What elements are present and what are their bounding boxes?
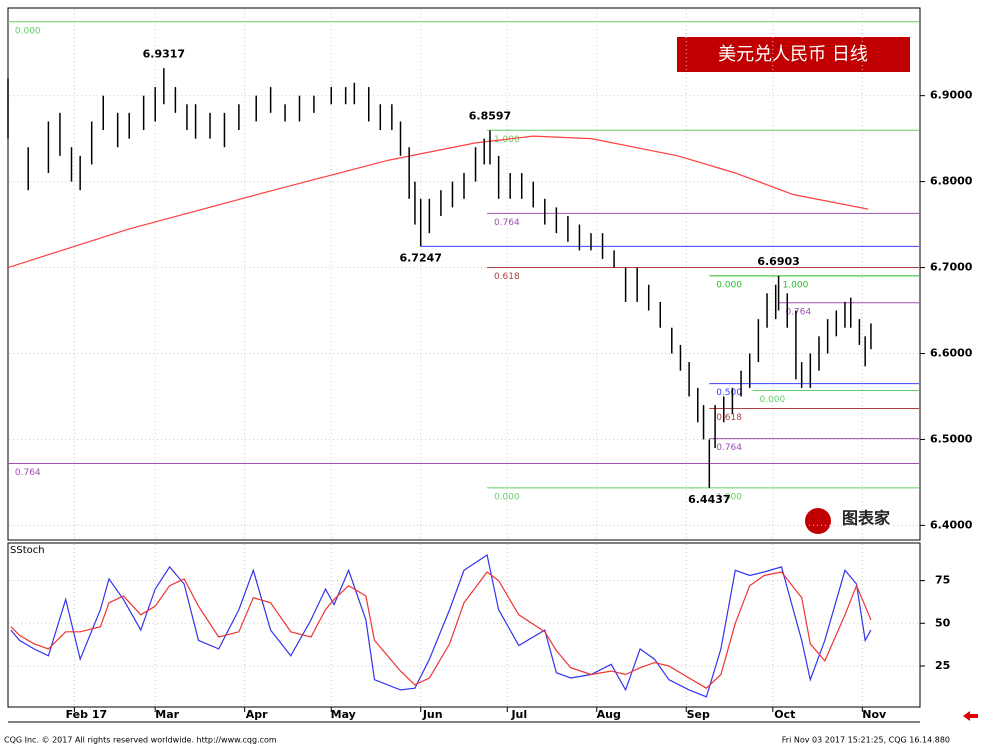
footer-left: CQG Inc. © 2017 All rights reserved worl… <box>4 736 277 745</box>
moving-average <box>7 135 869 269</box>
x-tick-label: Apr <box>246 708 268 721</box>
title-box <box>677 37 910 72</box>
level-label: 0.618 <box>494 272 520 282</box>
x-tick-label: Nov <box>862 708 887 721</box>
level-label: 0.764 <box>494 218 520 228</box>
stoch-line <box>10 571 872 689</box>
level-label: 1.000 <box>494 135 520 145</box>
logo-icon <box>805 508 831 534</box>
price-annotation: 6.4437 <box>688 493 730 506</box>
x-tick-label: May <box>331 708 356 721</box>
y-tick-label: 50 <box>935 616 951 629</box>
level-label: 0.500 <box>716 388 742 398</box>
y-tick-label: 6.7000 <box>930 261 973 274</box>
price-annotation: 6.6903 <box>757 255 799 268</box>
x-tick-label: Jun <box>422 708 443 721</box>
logo: 图表家 <box>842 509 891 528</box>
x-tick-label: Mar <box>155 708 179 721</box>
level-label: 1.000 <box>783 280 809 290</box>
level-label: 0.000 <box>759 395 785 405</box>
x-tick-label: Aug <box>597 708 621 721</box>
level-label: 0.000 <box>494 492 520 502</box>
chart-title: 美元兑人民币 日线 <box>718 44 868 65</box>
level-label: 0.618 <box>716 413 742 423</box>
x-tick-label: Oct <box>774 708 795 721</box>
price-annotation: 6.7247 <box>399 251 441 264</box>
scroll-arrow[interactable] <box>963 711 978 721</box>
stoch-panel <box>7 542 921 708</box>
stoch-title: SStoch <box>10 545 45 556</box>
price-panel <box>7 7 921 541</box>
level-label: 0.000 <box>15 26 41 36</box>
y-tick-label: 6.6000 <box>930 346 973 359</box>
y-tick-label: 6.9000 <box>930 89 973 102</box>
x-tick-label: Sep <box>687 708 710 721</box>
level-label: 0.764 <box>716 443 742 453</box>
x-tick-label: Jul <box>510 708 527 721</box>
level-label: 1.000 <box>716 492 742 502</box>
y-tick-label: 6.8000 <box>930 175 973 188</box>
y-tick-label: 25 <box>935 659 950 672</box>
y-tick-label: 75 <box>935 574 950 587</box>
y-tick-label: 6.4000 <box>930 518 973 531</box>
footer-right: Fri Nov 03 2017 15:21:25, CQG 16.14.880 <box>782 736 950 745</box>
level-label: 0.764 <box>785 307 811 317</box>
y-tick-label: 6.5000 <box>930 432 973 445</box>
level-label: 0.764 <box>15 468 41 478</box>
stoch-line <box>10 554 872 698</box>
price-annotation: 6.8597 <box>469 109 511 122</box>
x-tick-label: Feb 17 <box>66 708 108 721</box>
price-annotation: 6.9317 <box>143 47 185 60</box>
level-label: 0.000 <box>716 280 742 290</box>
